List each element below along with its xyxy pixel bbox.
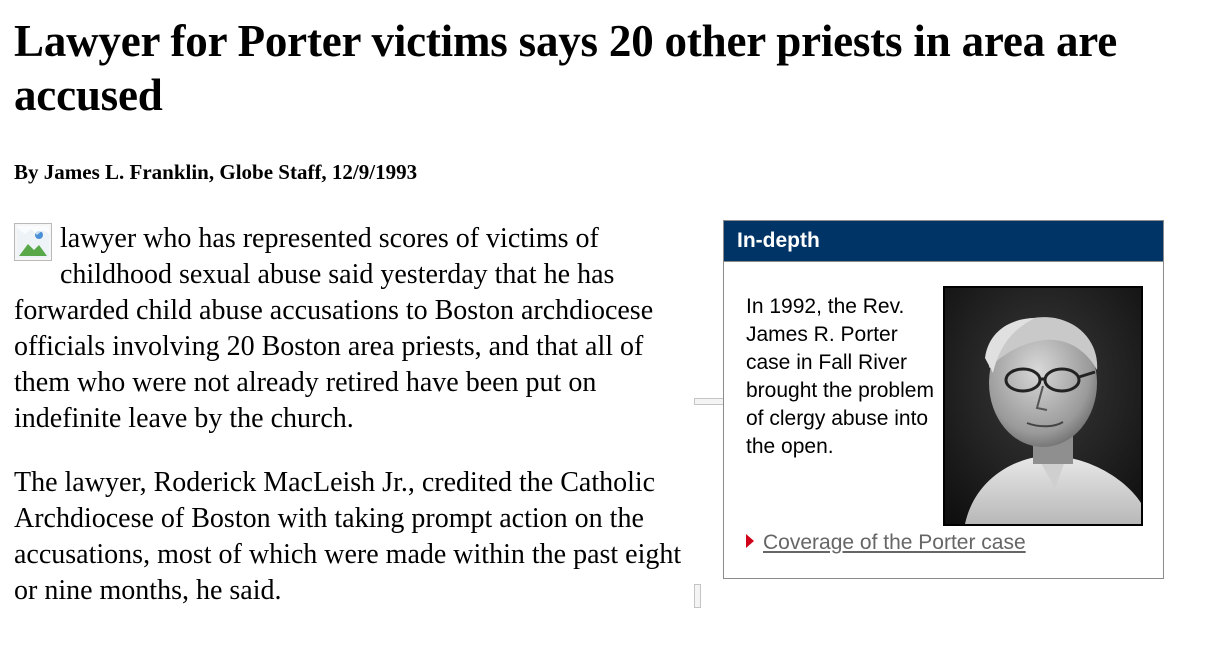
byline: By James L. Franklin, Globe Staff, 12/9/… (14, 160, 418, 184)
spacer-image (694, 584, 701, 608)
in-depth-sidebar: In-depth In 1992, the Rev. James R. Port… (723, 220, 1164, 579)
sidebar-header: In-depth (724, 221, 1163, 262)
sidebar-caption: In 1992, the Rev. James R. Porter case i… (746, 295, 934, 458)
paragraph-1: lawyer who has represented scores of vic… (14, 221, 704, 437)
coverage-link[interactable]: Coverage of the Porter case (763, 531, 1026, 554)
red-arrow-icon (746, 534, 754, 548)
porter-photo (943, 286, 1143, 526)
coverage-link-row: Coverage of the Porter case (746, 529, 1026, 557)
spacer-image (694, 398, 724, 405)
broken-image-icon (14, 223, 52, 261)
article-body: lawyer who has represented scores of vic… (14, 221, 704, 637)
paragraph-1-text: lawyer who has represented scores of vic… (14, 223, 654, 434)
paragraph-2: The lawyer, Roderick MacLeish Jr., credi… (14, 467, 682, 606)
headline: Lawyer for Porter victims says 20 other … (14, 16, 1117, 120)
